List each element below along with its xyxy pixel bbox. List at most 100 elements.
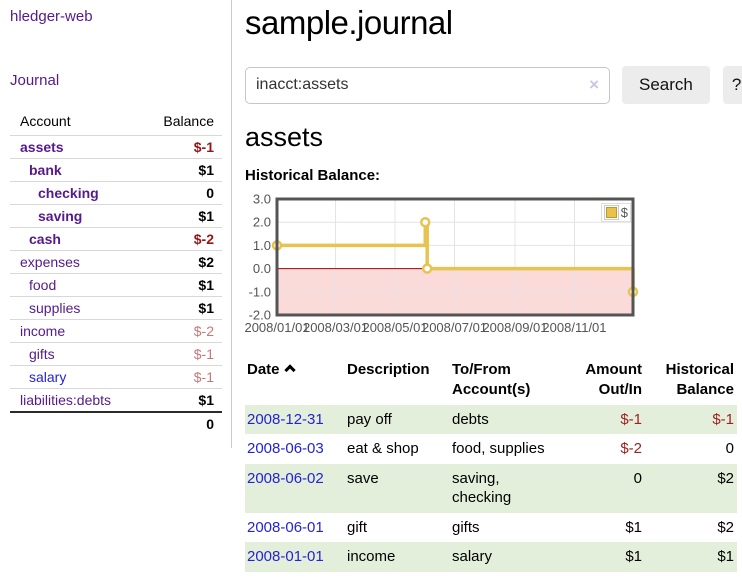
account-row: cash $-2 bbox=[10, 227, 222, 251]
account-balance: $1 bbox=[198, 300, 214, 316]
account-row: bank $1 bbox=[10, 158, 222, 182]
register-row: 2008-06-03 eat & shop food, supplies $-2 0 bbox=[245, 434, 737, 464]
transaction-date-link[interactable]: 2008-06-02 bbox=[247, 469, 324, 487]
transaction-date-link[interactable]: 2008-12-31 bbox=[247, 410, 324, 428]
transaction-amount: $1 bbox=[625, 548, 642, 565]
transaction-description: save bbox=[347, 469, 379, 487]
clear-search-icon[interactable]: × bbox=[589, 75, 599, 94]
register-table: Date Description To/From Account(s) Amou… bbox=[245, 356, 737, 572]
account-link[interactable]: expenses bbox=[20, 254, 80, 270]
transaction-balance: 0 bbox=[725, 440, 734, 457]
app-brand-link[interactable]: hledger-web bbox=[10, 8, 93, 25]
transaction-accounts: food, supplies bbox=[452, 440, 545, 457]
svg-text:2.0: 2.0 bbox=[253, 215, 271, 230]
accounts-header-account: Account bbox=[20, 113, 71, 129]
search-input[interactable] bbox=[245, 66, 610, 104]
account-link[interactable]: bank bbox=[29, 162, 62, 178]
account-row: income $-2 bbox=[10, 319, 222, 343]
svg-text:2008/01/01: 2008/01/01 bbox=[245, 320, 310, 335]
svg-text:2008/11/01: 2008/11/01 bbox=[542, 320, 606, 335]
account-balance: $-2 bbox=[193, 323, 214, 339]
account-balance: $1 bbox=[198, 392, 214, 408]
account-balance: $1 bbox=[198, 162, 214, 178]
account-balance: $-1 bbox=[193, 346, 214, 362]
account-link[interactable]: gifts bbox=[29, 346, 55, 362]
register-row: 2008-12-31 pay off debts $-1 $-1 bbox=[245, 404, 737, 434]
register-row: 2008-01-01 income salary $1 $1 bbox=[245, 542, 737, 572]
search-button[interactable]: Search bbox=[622, 66, 710, 104]
account-link[interactable]: checking bbox=[38, 185, 99, 201]
transaction-amount: $-2 bbox=[620, 440, 642, 457]
account-row: salary $-1 bbox=[10, 365, 222, 389]
transaction-description: income bbox=[347, 548, 396, 565]
main-content: sample.journal × Search ? assets Histori… bbox=[232, 0, 742, 582]
account-balance: 0 bbox=[206, 185, 214, 201]
transaction-balance: $2 bbox=[717, 469, 734, 487]
svg-text:2008/07/01: 2008/07/01 bbox=[422, 320, 487, 335]
accounts-header-row: Account Balance bbox=[10, 109, 222, 136]
register-header-accounts: To/From Account(s) bbox=[452, 361, 531, 399]
account-link[interactable]: liabilities:debts bbox=[20, 392, 112, 408]
transaction-balance: $1 bbox=[717, 548, 734, 565]
account-link[interactable]: saving bbox=[38, 208, 83, 224]
register-header-amount: Amount Out/In bbox=[585, 361, 642, 399]
register-header-row: Date Description To/From Account(s) Amou… bbox=[245, 356, 737, 405]
account-row: checking 0 bbox=[10, 181, 222, 205]
account-link[interactable]: supplies bbox=[29, 300, 81, 316]
accounts-total-balance: 0 bbox=[206, 416, 214, 432]
help-button[interactable]: ? bbox=[722, 66, 742, 104]
register-header-description: Description bbox=[347, 361, 430, 378]
accounts-table-body: assets $-1 bank $1 checking 0 saving $1 cash $-2 e… bbox=[10, 135, 222, 413]
account-row: saving $1 bbox=[10, 204, 222, 228]
transaction-accounts: debts bbox=[452, 410, 489, 428]
transaction-balance: $2 bbox=[717, 518, 734, 536]
transaction-date-link[interactable]: 2008-06-01 bbox=[247, 518, 324, 536]
svg-text:-1.0: -1.0 bbox=[249, 284, 271, 299]
register-header-balance: Historical Balance bbox=[665, 361, 734, 399]
transaction-date-link[interactable]: 2008-06-03 bbox=[247, 440, 324, 457]
transaction-accounts: gifts bbox=[452, 518, 480, 536]
chart-plot-area: 3.0 2.0 1.0 0.0 -1.0 -2.0 2008/01/01 2008/03/01… bbox=[244, 191, 643, 342]
account-link[interactable]: income bbox=[20, 323, 66, 339]
chart-legend: $ bbox=[600, 203, 631, 222]
transaction-description: pay off bbox=[347, 410, 392, 428]
account-link[interactable]: cash bbox=[29, 231, 61, 247]
legend-swatch-icon bbox=[603, 205, 619, 220]
register-row: 2008-06-02 save saving, checking 0 $2 bbox=[245, 463, 737, 513]
accounts-header-balance: Balance bbox=[163, 113, 214, 129]
transaction-accounts: salary bbox=[452, 548, 493, 565]
page-title: sample.journal bbox=[245, 4, 453, 41]
register-header-date[interactable]: Date bbox=[245, 356, 345, 405]
account-row: gifts $-1 bbox=[10, 342, 222, 366]
account-balance: $-1 bbox=[193, 139, 214, 155]
account-link[interactable]: salary bbox=[29, 369, 67, 385]
account-row: liabilities:debts $1 bbox=[10, 388, 222, 413]
account-link[interactable]: assets bbox=[20, 139, 64, 155]
nav-journal-link[interactable]: Journal bbox=[10, 72, 60, 89]
svg-text:0.0: 0.0 bbox=[253, 261, 271, 276]
account-link[interactable]: food bbox=[29, 277, 57, 293]
transaction-date-link[interactable]: 2008-01-01 bbox=[247, 548, 324, 565]
transaction-description: gift bbox=[347, 518, 368, 536]
svg-text:1.0: 1.0 bbox=[253, 238, 271, 253]
transaction-accounts: saving, checking bbox=[452, 469, 512, 507]
svg-text:2008/05/01: 2008/05/01 bbox=[362, 320, 427, 335]
transaction-description: eat & shop bbox=[347, 440, 419, 457]
transaction-amount: $-1 bbox=[620, 410, 642, 428]
transaction-balance: $-1 bbox=[712, 410, 734, 428]
account-balance: $1 bbox=[198, 277, 214, 293]
account-row: supplies $1 bbox=[10, 296, 222, 320]
svg-text:2008/03/01: 2008/03/01 bbox=[303, 320, 368, 335]
account-balance: $1 bbox=[198, 208, 214, 224]
svg-text:3.0: 3.0 bbox=[253, 192, 271, 207]
search-input-wrap: × bbox=[245, 66, 610, 104]
search-bar: × Search ? bbox=[245, 66, 742, 104]
svg-text:2008/09/01: 2008/09/01 bbox=[482, 320, 547, 335]
accounts-table: Account Balance assets $-1 bank $1 checking 0… bbox=[10, 109, 222, 435]
chart-heading: Historical Balance: bbox=[245, 167, 381, 184]
accounts-total-row: 0 bbox=[10, 412, 222, 435]
legend-label: $ bbox=[620, 205, 628, 220]
account-balance: $2 bbox=[198, 254, 214, 270]
historical-balance-chart: 3.0 2.0 1.0 0.0 -1.0 -2.0 2008/01/01 2008/03/01… bbox=[244, 191, 643, 342]
